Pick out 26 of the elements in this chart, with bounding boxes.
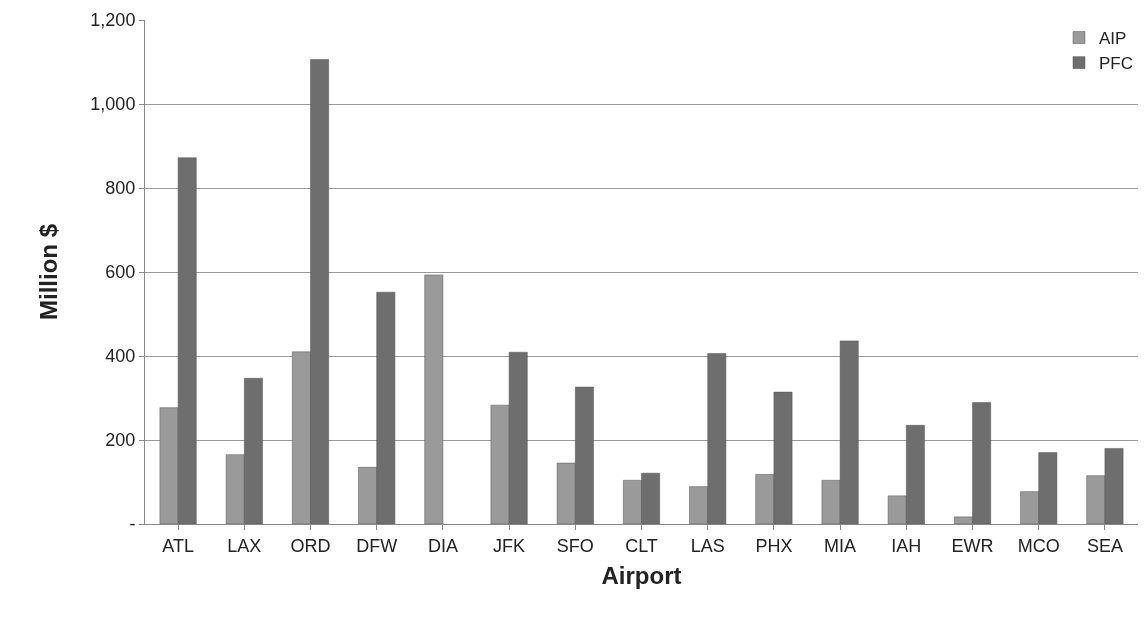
y-tick-label: 600 bbox=[105, 262, 136, 283]
x-tick-label: ORD bbox=[290, 535, 331, 556]
x-tick-label: ATL bbox=[162, 535, 194, 556]
y-axis-title: Million $ bbox=[35, 223, 63, 320]
y-tick-label: 400 bbox=[105, 346, 136, 367]
x-tick-label: LAX bbox=[227, 535, 262, 556]
x-tick-label: DFW bbox=[356, 535, 398, 556]
y-tick-label: 1,200 bbox=[90, 10, 136, 31]
x-tick-label: SFO bbox=[556, 535, 594, 556]
x-tick-label: LAS bbox=[690, 535, 725, 556]
legend-label: AIP bbox=[1099, 29, 1127, 49]
y-tick-label: 1,000 bbox=[90, 94, 136, 115]
x-tick-label: IAH bbox=[891, 535, 922, 556]
x-tick-label: MCO bbox=[1017, 535, 1060, 556]
x-axis-title: Airport bbox=[601, 561, 682, 589]
legend-label: PFC bbox=[1099, 54, 1133, 74]
x-tick-label: PHX bbox=[755, 535, 793, 556]
x-tick-label: EWR bbox=[951, 535, 994, 556]
x-tick-label: DIA bbox=[427, 535, 458, 556]
y-tick-label: - bbox=[129, 514, 136, 535]
x-tick-label: MIA bbox=[824, 535, 857, 556]
x-tick-label: SEA bbox=[1086, 535, 1123, 556]
x-tick-label: JFK bbox=[493, 535, 526, 556]
x-tick-label: CLT bbox=[625, 535, 658, 556]
y-tick-label: 800 bbox=[105, 178, 136, 199]
y-tick-label: 200 bbox=[105, 430, 136, 451]
